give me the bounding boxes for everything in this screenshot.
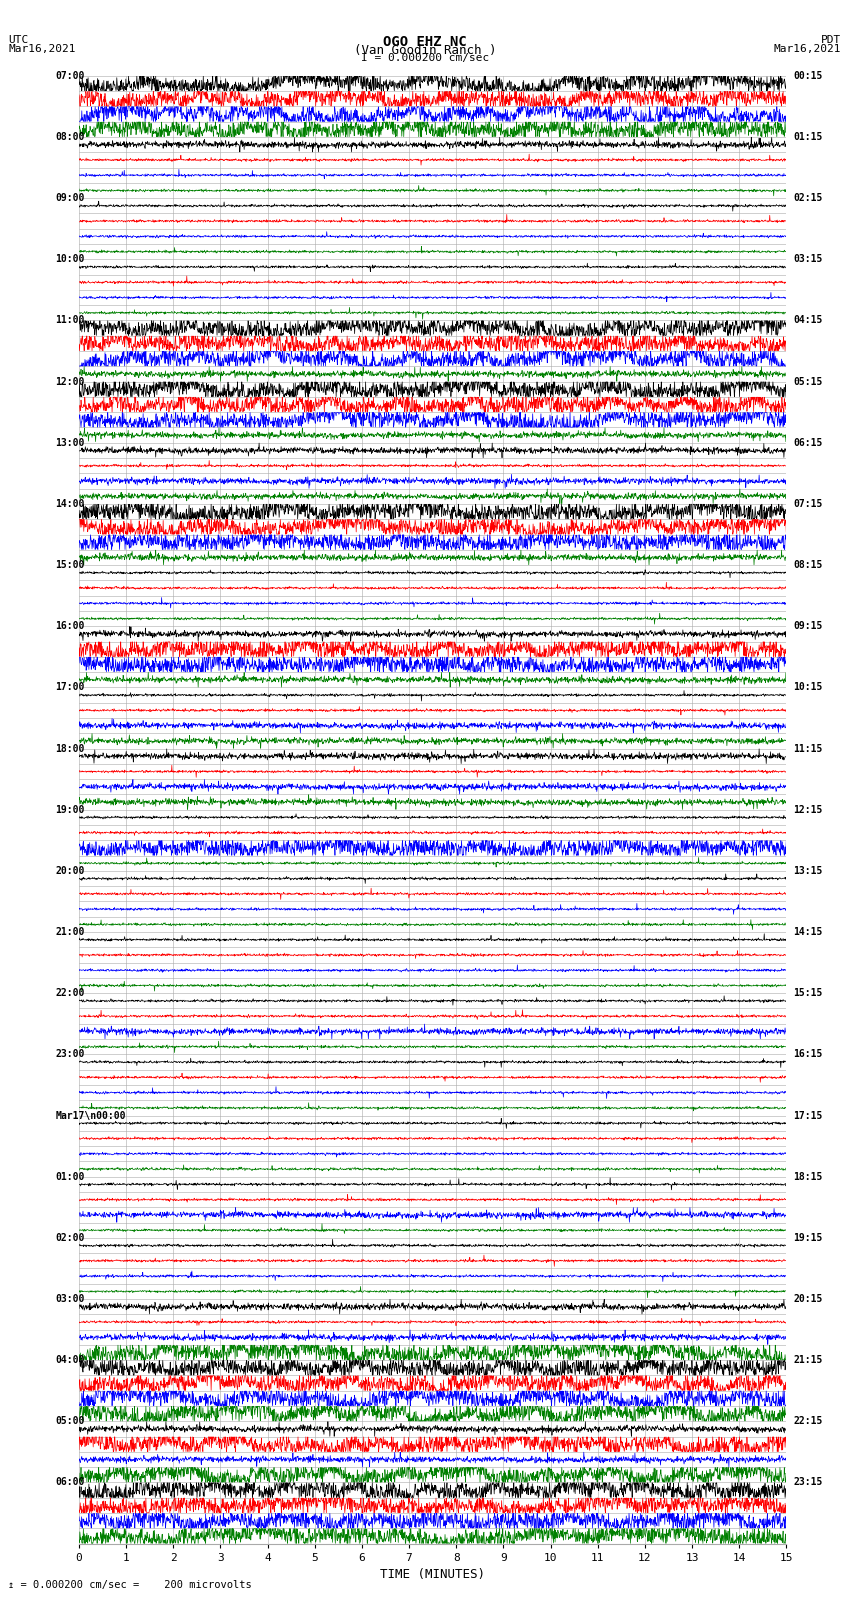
Text: 14:15: 14:15	[793, 927, 823, 937]
Text: Mar16,2021: Mar16,2021	[8, 44, 76, 53]
Text: 03:15: 03:15	[793, 255, 823, 265]
Text: 10:15: 10:15	[793, 682, 823, 692]
Text: UTC: UTC	[8, 35, 29, 45]
Text: 08:15: 08:15	[793, 560, 823, 569]
Text: 23:00: 23:00	[55, 1050, 85, 1060]
Text: ↥ = 0.000200 cm/sec =    200 microvolts: ↥ = 0.000200 cm/sec = 200 microvolts	[8, 1581, 252, 1590]
Text: 14:00: 14:00	[55, 498, 85, 510]
Text: 18:15: 18:15	[793, 1171, 823, 1182]
Text: 05:15: 05:15	[793, 376, 823, 387]
Text: 23:15: 23:15	[793, 1478, 823, 1487]
Text: 10:00: 10:00	[55, 255, 85, 265]
X-axis label: TIME (MINUTES): TIME (MINUTES)	[380, 1568, 485, 1581]
Text: 07:00: 07:00	[55, 71, 85, 81]
Text: 21:00: 21:00	[55, 927, 85, 937]
Text: 13:15: 13:15	[793, 866, 823, 876]
Text: 15:15: 15:15	[793, 989, 823, 998]
Text: 01:15: 01:15	[793, 132, 823, 142]
Text: 03:00: 03:00	[55, 1294, 85, 1303]
Text: 21:15: 21:15	[793, 1355, 823, 1365]
Text: 11:15: 11:15	[793, 744, 823, 753]
Text: 02:00: 02:00	[55, 1232, 85, 1244]
Text: 22:00: 22:00	[55, 989, 85, 998]
Text: 11:00: 11:00	[55, 316, 85, 326]
Text: 04:15: 04:15	[793, 316, 823, 326]
Text: 07:15: 07:15	[793, 498, 823, 510]
Text: 05:00: 05:00	[55, 1416, 85, 1426]
Text: OGO EHZ NC: OGO EHZ NC	[383, 35, 467, 48]
Text: 06:15: 06:15	[793, 437, 823, 448]
Text: 22:15: 22:15	[793, 1416, 823, 1426]
Text: 04:00: 04:00	[55, 1355, 85, 1365]
Text: Mar16,2021: Mar16,2021	[774, 44, 842, 53]
Text: 12:15: 12:15	[793, 805, 823, 815]
Text: 19:15: 19:15	[793, 1232, 823, 1244]
Text: 17:15: 17:15	[793, 1110, 823, 1121]
Text: PDT: PDT	[821, 35, 842, 45]
Text: 08:00: 08:00	[55, 132, 85, 142]
Text: 20:15: 20:15	[793, 1294, 823, 1303]
Text: I = 0.000200 cm/sec: I = 0.000200 cm/sec	[361, 53, 489, 63]
Text: 16:00: 16:00	[55, 621, 85, 631]
Text: 20:00: 20:00	[55, 866, 85, 876]
Text: 19:00: 19:00	[55, 805, 85, 815]
Text: (Van Goodin Ranch ): (Van Goodin Ranch )	[354, 44, 496, 56]
Text: 06:00: 06:00	[55, 1478, 85, 1487]
Text: 01:00: 01:00	[55, 1171, 85, 1182]
Text: 17:00: 17:00	[55, 682, 85, 692]
Text: 09:15: 09:15	[793, 621, 823, 631]
Text: 02:15: 02:15	[793, 194, 823, 203]
Text: 13:00: 13:00	[55, 437, 85, 448]
Text: Mar17\n00:00: Mar17\n00:00	[55, 1110, 126, 1121]
Text: 15:00: 15:00	[55, 560, 85, 569]
Text: 09:00: 09:00	[55, 194, 85, 203]
Text: 00:15: 00:15	[793, 71, 823, 81]
Text: 12:00: 12:00	[55, 376, 85, 387]
Text: 16:15: 16:15	[793, 1050, 823, 1060]
Text: 18:00: 18:00	[55, 744, 85, 753]
